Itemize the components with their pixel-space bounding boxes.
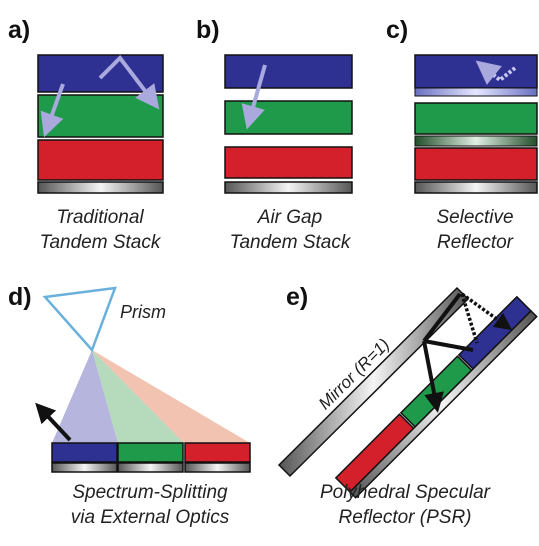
layer <box>38 55 163 92</box>
caption: Reflector <box>437 232 514 253</box>
layer <box>415 103 537 134</box>
caption: Selective <box>436 207 513 228</box>
layer <box>225 101 352 134</box>
cell <box>118 443 183 462</box>
caption: Traditional <box>56 207 144 228</box>
caption: Tandem Stack <box>230 232 352 253</box>
caption: via External Optics <box>71 507 230 528</box>
gap <box>415 136 537 146</box>
panel-label: c) <box>386 16 408 44</box>
mirror <box>185 463 250 472</box>
layer <box>38 140 163 180</box>
cell <box>52 443 117 462</box>
arrow <box>424 341 473 350</box>
layer <box>415 55 537 88</box>
caption: Polyhedral Specular <box>320 482 491 503</box>
cell <box>336 414 414 492</box>
caption: Tandem Stack <box>40 232 162 253</box>
panel-label: e) <box>286 283 308 311</box>
panel-label: b) <box>196 16 220 44</box>
prism <box>45 288 115 350</box>
mirror <box>118 463 183 472</box>
mirror <box>225 182 352 193</box>
mirror <box>52 463 117 472</box>
panel-label: a) <box>8 16 30 44</box>
caption: Air Gap <box>257 207 322 228</box>
figure: a) Traditional Tandem Stack b) Air Gap T… <box>0 0 539 546</box>
cell <box>185 443 250 462</box>
caption: Spectrum-Splitting <box>72 482 228 503</box>
panel-label: d) <box>8 283 32 311</box>
layer <box>225 55 352 88</box>
layer <box>415 148 537 180</box>
mirror <box>415 182 537 193</box>
reflector <box>415 88 537 96</box>
mirror <box>38 182 163 193</box>
layer <box>225 147 352 178</box>
prism-label: Prism <box>120 302 166 322</box>
caption: Reflector (PSR) <box>338 507 471 528</box>
